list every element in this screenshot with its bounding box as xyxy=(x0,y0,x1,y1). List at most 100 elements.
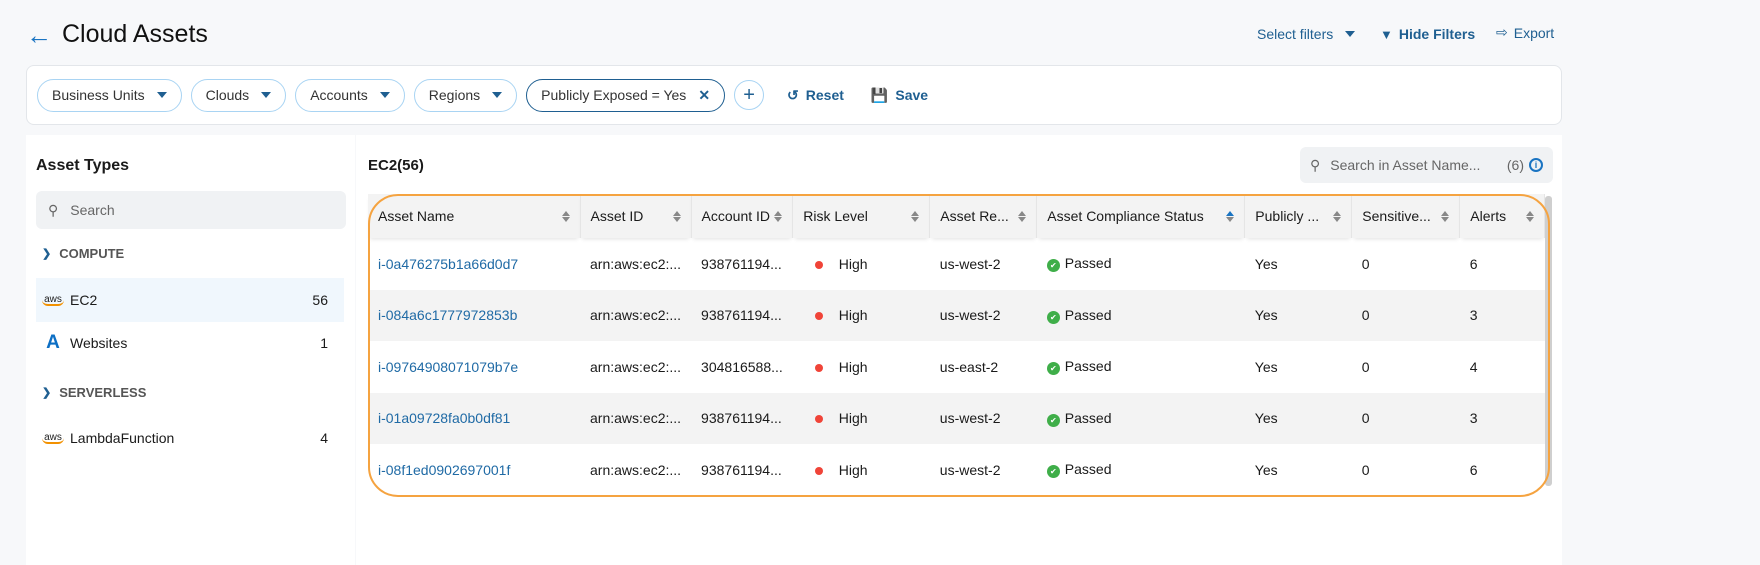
cell-value: 938761194... xyxy=(701,461,782,478)
column-header[interactable]: Asset ID xyxy=(580,194,692,238)
export-button[interactable]: ⇨ Export xyxy=(1496,24,1554,41)
cell-value: arn:aws:ec2:... xyxy=(590,410,682,427)
table-cell: ✔ Passed xyxy=(1037,341,1245,393)
export-icon: ⇨ xyxy=(1496,24,1508,40)
export-label: Export xyxy=(1513,24,1555,41)
add-filter-button[interactable]: + xyxy=(734,80,765,110)
table-cell: High xyxy=(792,289,930,341)
column-header[interactable]: Risk Level xyxy=(792,194,931,238)
table-cell: 4 xyxy=(1460,341,1545,393)
item-label: Websites xyxy=(70,335,128,351)
sort-icon[interactable] xyxy=(672,210,681,222)
column-label: Asset Re... xyxy=(940,208,1009,224)
group-label: COMPUTE xyxy=(59,246,125,261)
asset-name-link[interactable]: i-084a6c1777972853b xyxy=(378,307,518,324)
check-circle-icon: ✔ xyxy=(1046,362,1060,376)
table-row[interactable]: i-09764908071079b7e arn:aws:ec2:... 304816… xyxy=(368,341,1545,393)
save-button[interactable]: 💾 Save xyxy=(871,87,928,104)
asset-type-search-input[interactable]: ⚲ Search xyxy=(36,191,346,229)
caret-down-icon xyxy=(156,92,167,98)
column-header[interactable]: Account ID xyxy=(691,194,794,238)
cell-value: us-west-2 xyxy=(939,461,1001,478)
sort-icon[interactable] xyxy=(1018,210,1027,222)
column-header[interactable]: Asset Re... xyxy=(929,194,1038,238)
cell-value: Yes xyxy=(1254,461,1278,478)
cell-value: Yes xyxy=(1254,358,1278,375)
filter-accounts[interactable]: Accounts xyxy=(295,78,405,112)
info-icon[interactable]: i xyxy=(1529,158,1543,172)
table-cell[interactable]: i-0a476275b1a66d0d7 xyxy=(368,238,580,290)
sort-icon[interactable] xyxy=(1226,210,1235,222)
sort-icon[interactable] xyxy=(911,210,920,222)
filter-clouds[interactable]: Clouds xyxy=(190,78,287,112)
table-cell: Yes xyxy=(1245,444,1352,496)
filter-regions[interactable]: Regions xyxy=(413,78,518,112)
table-cell: High xyxy=(793,444,930,496)
asset-name-search-input[interactable]: ⚲ Search in Asset Name... (6) i xyxy=(1300,147,1553,183)
table-cell: 3 xyxy=(1459,392,1545,444)
cell-value: arn:aws:ec2:... xyxy=(590,358,682,375)
chevron-down-icon: ❯ xyxy=(42,248,52,260)
cell-value: 6 xyxy=(1469,255,1478,272)
filter-bar: Business Units Clouds Accounts Regions P… xyxy=(26,65,1562,125)
asset-name-link[interactable]: i-0a476275b1a66d0d7 xyxy=(378,255,519,272)
close-icon[interactable]: ✕ xyxy=(698,86,711,103)
check-circle-icon: ✔ xyxy=(1046,413,1060,427)
back-arrow-icon[interactable]: ← xyxy=(26,19,52,50)
sidebar-item-lambdafunction[interactable]: aws LambdaFunction 4 xyxy=(36,416,344,460)
table-cell[interactable]: i-084a6c1777972853b xyxy=(368,289,580,341)
table-cell[interactable]: i-01a09728fa0b0df81 xyxy=(368,392,580,444)
check-circle-icon: ✔ xyxy=(1046,259,1060,273)
table-cell[interactable]: i-08f1ed0902697001f xyxy=(368,444,580,496)
reset-button[interactable]: ↺ Reset xyxy=(787,87,844,104)
group-serverless[interactable]: ❯ SERVERLESS xyxy=(42,385,146,400)
column-header[interactable]: Publicly ... xyxy=(1244,194,1353,238)
filter-publicly-exposed[interactable]: Publicly Exposed = Yes ✕ xyxy=(526,78,726,112)
table-scrollbar[interactable] xyxy=(1545,196,1552,486)
asset-name-link[interactable]: i-09764908071079b7e xyxy=(378,358,519,375)
cell-value: 4 xyxy=(1469,358,1478,375)
table-cell[interactable]: i-09764908071079b7e xyxy=(368,341,580,393)
sort-icon[interactable] xyxy=(1441,210,1450,222)
table-cell: 938761194... xyxy=(691,238,793,290)
asset-name-link[interactable]: i-01a09728fa0b0df81 xyxy=(378,410,511,427)
chip-label: Clouds xyxy=(205,87,250,103)
sidebar-item-websites[interactable]: A Websites 1 xyxy=(36,321,344,365)
column-label: Alerts xyxy=(1470,208,1507,224)
cell-value: arn:aws:ec2:... xyxy=(590,255,682,272)
hide-filters-button[interactable]: ▼ Hide Filters xyxy=(1380,26,1475,42)
sort-icon[interactable] xyxy=(561,210,570,222)
table-row[interactable]: i-0a476275b1a66d0d7 arn:aws:ec2:... 938761… xyxy=(368,238,1545,290)
risk-level: High xyxy=(838,461,868,478)
asset-name-link[interactable]: i-08f1ed0902697001f xyxy=(378,461,511,478)
group-compute[interactable]: ❯ COMPUTE xyxy=(42,246,124,261)
sidebar-item-ec2[interactable]: aws EC2 56 xyxy=(36,278,344,322)
column-header[interactable]: Asset Compliance Status xyxy=(1036,194,1246,238)
risk-dot-icon xyxy=(814,260,823,269)
select-filters-label: Select filters xyxy=(1257,26,1334,42)
column-header[interactable]: Sensitive... xyxy=(1351,194,1461,238)
select-filters-dropdown[interactable]: Select filters xyxy=(1257,26,1356,42)
table-cell: 304816588... xyxy=(691,341,793,393)
filter-business-units[interactable]: Business Units xyxy=(37,78,182,112)
table-cell: 938761194... xyxy=(691,392,793,444)
sort-icon[interactable] xyxy=(774,210,783,222)
table-row[interactable]: i-01a09728fa0b0df81 arn:aws:ec2:... 938761… xyxy=(368,392,1545,444)
table-title: EC2(56) xyxy=(368,157,424,174)
cell-value: 938761194... xyxy=(701,410,782,427)
column-label: Asset ID xyxy=(590,208,644,224)
sort-icon[interactable] xyxy=(1526,210,1535,222)
cell-value: 0 xyxy=(1361,461,1370,478)
search-placeholder: Search xyxy=(70,202,115,218)
table-cell: 938761194... xyxy=(691,444,793,496)
risk-level: High xyxy=(838,358,868,375)
sort-icon[interactable] xyxy=(1333,210,1342,222)
search-icon: ⚲ xyxy=(48,201,59,218)
column-label: Publicly ... xyxy=(1255,208,1320,224)
reset-label: Reset xyxy=(805,87,844,103)
table-row[interactable]: i-08f1ed0902697001f arn:aws:ec2:... 938761… xyxy=(368,444,1545,496)
column-header[interactable]: Alerts xyxy=(1459,194,1546,238)
column-header[interactable]: Asset Name xyxy=(368,194,581,238)
cell-value: us-west-2 xyxy=(939,255,1001,272)
table-row[interactable]: i-084a6c1777972853b arn:aws:ec2:... 938761… xyxy=(368,289,1545,341)
